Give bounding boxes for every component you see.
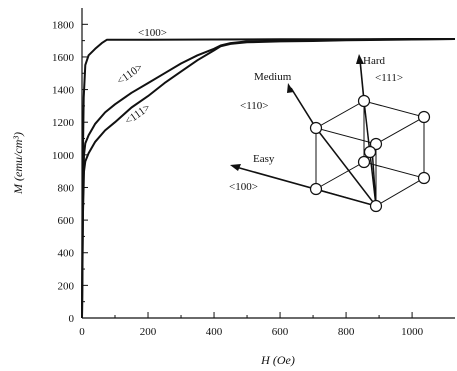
x-tick-label: 600: [272, 326, 289, 338]
y-tick-label: 1000: [52, 150, 75, 162]
y-tick-label: 800: [58, 182, 75, 194]
hard-label: Hard: [363, 55, 385, 67]
y-tick-label: 200: [58, 280, 75, 292]
y-axis-title: M (emu/cm³): [11, 132, 25, 195]
atom: [309, 182, 323, 196]
atom-body-center: [363, 145, 377, 159]
easy-direction-label: <100>: [229, 181, 258, 193]
cubic-crystal-diagram: Medium <110> Hard <111> Easy <100>: [229, 54, 431, 213]
y-tick-label: 1200: [52, 117, 75, 129]
hard-direction-label: <111>: [375, 72, 403, 84]
easy-arrowhead: [230, 164, 241, 171]
medium-arrow: [290, 87, 317, 129]
series-label-110: <110>: [115, 61, 145, 87]
x-tick-label: 800: [338, 326, 355, 338]
y-tick-label: 600: [58, 215, 75, 227]
atom: [357, 155, 371, 169]
y-tick-label: 400: [58, 248, 75, 260]
x-tick-label: 1000: [401, 326, 424, 338]
y-tick-label: 1600: [52, 52, 75, 64]
series-line-111: [81, 38, 456, 319]
atom: [417, 171, 431, 185]
y-tick-label: 0: [69, 313, 75, 325]
atom: [357, 94, 371, 108]
medium-direction-line: [315, 127, 377, 207]
x-tick-label: 0: [79, 326, 85, 338]
atom: [309, 121, 323, 135]
series-lines: [81, 38, 456, 319]
series-label-100: <100>: [138, 27, 167, 39]
medium-arrowhead: [287, 83, 294, 93]
cube-top-face: [314, 100, 426, 145]
x-axis-title: H (Oe): [260, 353, 295, 367]
hard-arrowhead: [356, 54, 364, 64]
series-label-111: <111>: [123, 102, 153, 128]
hard-arrow: [359, 59, 365, 102]
y-tick-label: 1400: [52, 85, 75, 97]
atom: [369, 199, 383, 213]
easy-label: Easy: [253, 153, 275, 165]
body-center-line: [371, 147, 377, 207]
atom: [417, 110, 431, 124]
y-tick-label: 1800: [52, 19, 75, 31]
easy-arrow: [235, 166, 377, 207]
medium-label: Medium: [254, 71, 292, 83]
medium-direction-label: <110>: [240, 100, 269, 112]
axis-ticks: 0 200 400 600 800 1000 0 200 400 600 800 1000 1200 14…: [52, 19, 424, 338]
x-tick-label: 200: [140, 326, 157, 338]
atom: [369, 137, 383, 151]
x-tick-label: 400: [206, 326, 223, 338]
